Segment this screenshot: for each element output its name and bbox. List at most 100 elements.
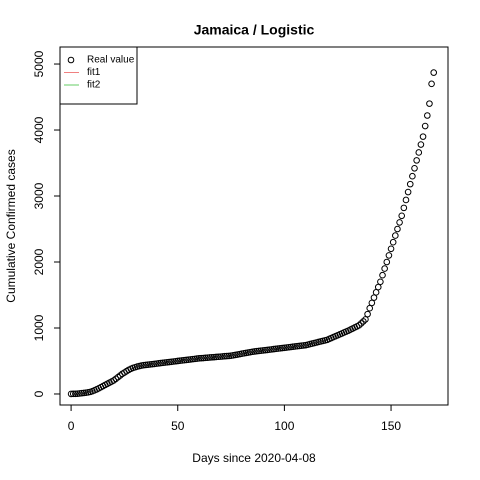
- data-point: [396, 219, 403, 226]
- data-point: [148, 360, 156, 368]
- data-point: [289, 343, 297, 351]
- data-point: [202, 354, 209, 362]
- data-point: [140, 361, 147, 369]
- x-tick-label: 100: [274, 419, 294, 433]
- data-point: [159, 359, 167, 367]
- y-tick-label: 4000: [32, 116, 46, 143]
- data-point: [155, 360, 162, 367]
- data-point: [398, 212, 406, 220]
- data-point: [296, 342, 303, 350]
- data-point: [415, 149, 423, 156]
- data-point: [255, 347, 263, 355]
- data-point: [189, 355, 196, 363]
- data-point: [206, 354, 214, 361]
- x-axis-label: Days since 2020-04-08: [192, 451, 316, 465]
- data-point: [251, 348, 258, 355]
- data-point: [163, 359, 171, 366]
- data-point: [424, 112, 431, 119]
- data-point: [259, 347, 267, 354]
- data-point: [76, 390, 83, 397]
- legend-box: [59, 46, 138, 105]
- data-point: [400, 204, 408, 212]
- data-point: [195, 355, 203, 362]
- data-point: [200, 354, 207, 362]
- data-point: [411, 164, 418, 172]
- data-point: [268, 346, 275, 353]
- data-point: [419, 133, 427, 140]
- data-point: [80, 389, 88, 397]
- data-point: [153, 360, 160, 367]
- data-point: [426, 100, 433, 107]
- data-point: [67, 390, 75, 398]
- data-point: [272, 345, 280, 353]
- data-point: [146, 361, 154, 368]
- x-tick-label: 150: [381, 419, 401, 433]
- data-point: [204, 354, 211, 361]
- legend-label: fit1: [87, 67, 101, 78]
- data-point: [283, 344, 290, 351]
- data-point: [377, 278, 384, 286]
- data-point: [385, 252, 393, 259]
- data-point: [221, 352, 228, 360]
- data-point: [168, 358, 175, 366]
- x-tick-label: 0: [68, 419, 75, 433]
- data-point: [225, 352, 233, 360]
- data-point: [379, 271, 386, 279]
- data-point: [212, 353, 220, 361]
- data-point: [357, 320, 365, 327]
- data-point: [274, 345, 282, 352]
- data-point: [208, 353, 216, 361]
- data-point: [392, 232, 399, 239]
- data-point: [176, 357, 184, 365]
- data-point: [406, 180, 414, 188]
- data-point: [74, 390, 81, 397]
- data-point: [197, 354, 205, 362]
- data-point: [223, 352, 231, 360]
- data-point: [402, 196, 410, 204]
- y-tick-label: 5000: [32, 50, 46, 77]
- data-point: [355, 322, 363, 329]
- data-point: [253, 347, 260, 355]
- data-point: [383, 258, 391, 266]
- data-point: [219, 353, 226, 360]
- data-point: [281, 344, 288, 352]
- data-point: [165, 358, 173, 366]
- data-point: [300, 342, 307, 349]
- data-point: [191, 355, 199, 363]
- data-point: [293, 342, 301, 350]
- data-point: [142, 361, 150, 369]
- data-point: [374, 283, 382, 291]
- legend-label: fit2: [87, 80, 101, 91]
- data-point: [421, 122, 429, 130]
- data-point: [394, 225, 401, 233]
- data-point: [78, 389, 86, 397]
- data-point: [161, 359, 169, 366]
- legend-label: Real value: [87, 55, 135, 66]
- data-point: [360, 318, 367, 325]
- data-point: [261, 346, 269, 354]
- data-point: [389, 238, 397, 246]
- x-tick-label: 50: [171, 419, 185, 433]
- data-point: [72, 390, 79, 398]
- data-point: [287, 343, 295, 351]
- data-point: [214, 353, 222, 361]
- data-point: [368, 299, 376, 307]
- data-point: [180, 356, 188, 364]
- data-point: [370, 294, 378, 301]
- data-point: [298, 342, 305, 349]
- data-point: [404, 188, 412, 196]
- chart-title: Jamaica / Logistic: [194, 22, 315, 38]
- data-point: [144, 361, 152, 368]
- data-point: [417, 141, 425, 148]
- data-point: [172, 357, 179, 365]
- data-point: [266, 346, 273, 353]
- data-point: [285, 343, 292, 351]
- data-point: [428, 80, 435, 88]
- data-point: [187, 356, 194, 363]
- data-point: [278, 344, 286, 352]
- data-point: [210, 353, 218, 361]
- data-point: [193, 355, 201, 362]
- data-point: [182, 356, 190, 364]
